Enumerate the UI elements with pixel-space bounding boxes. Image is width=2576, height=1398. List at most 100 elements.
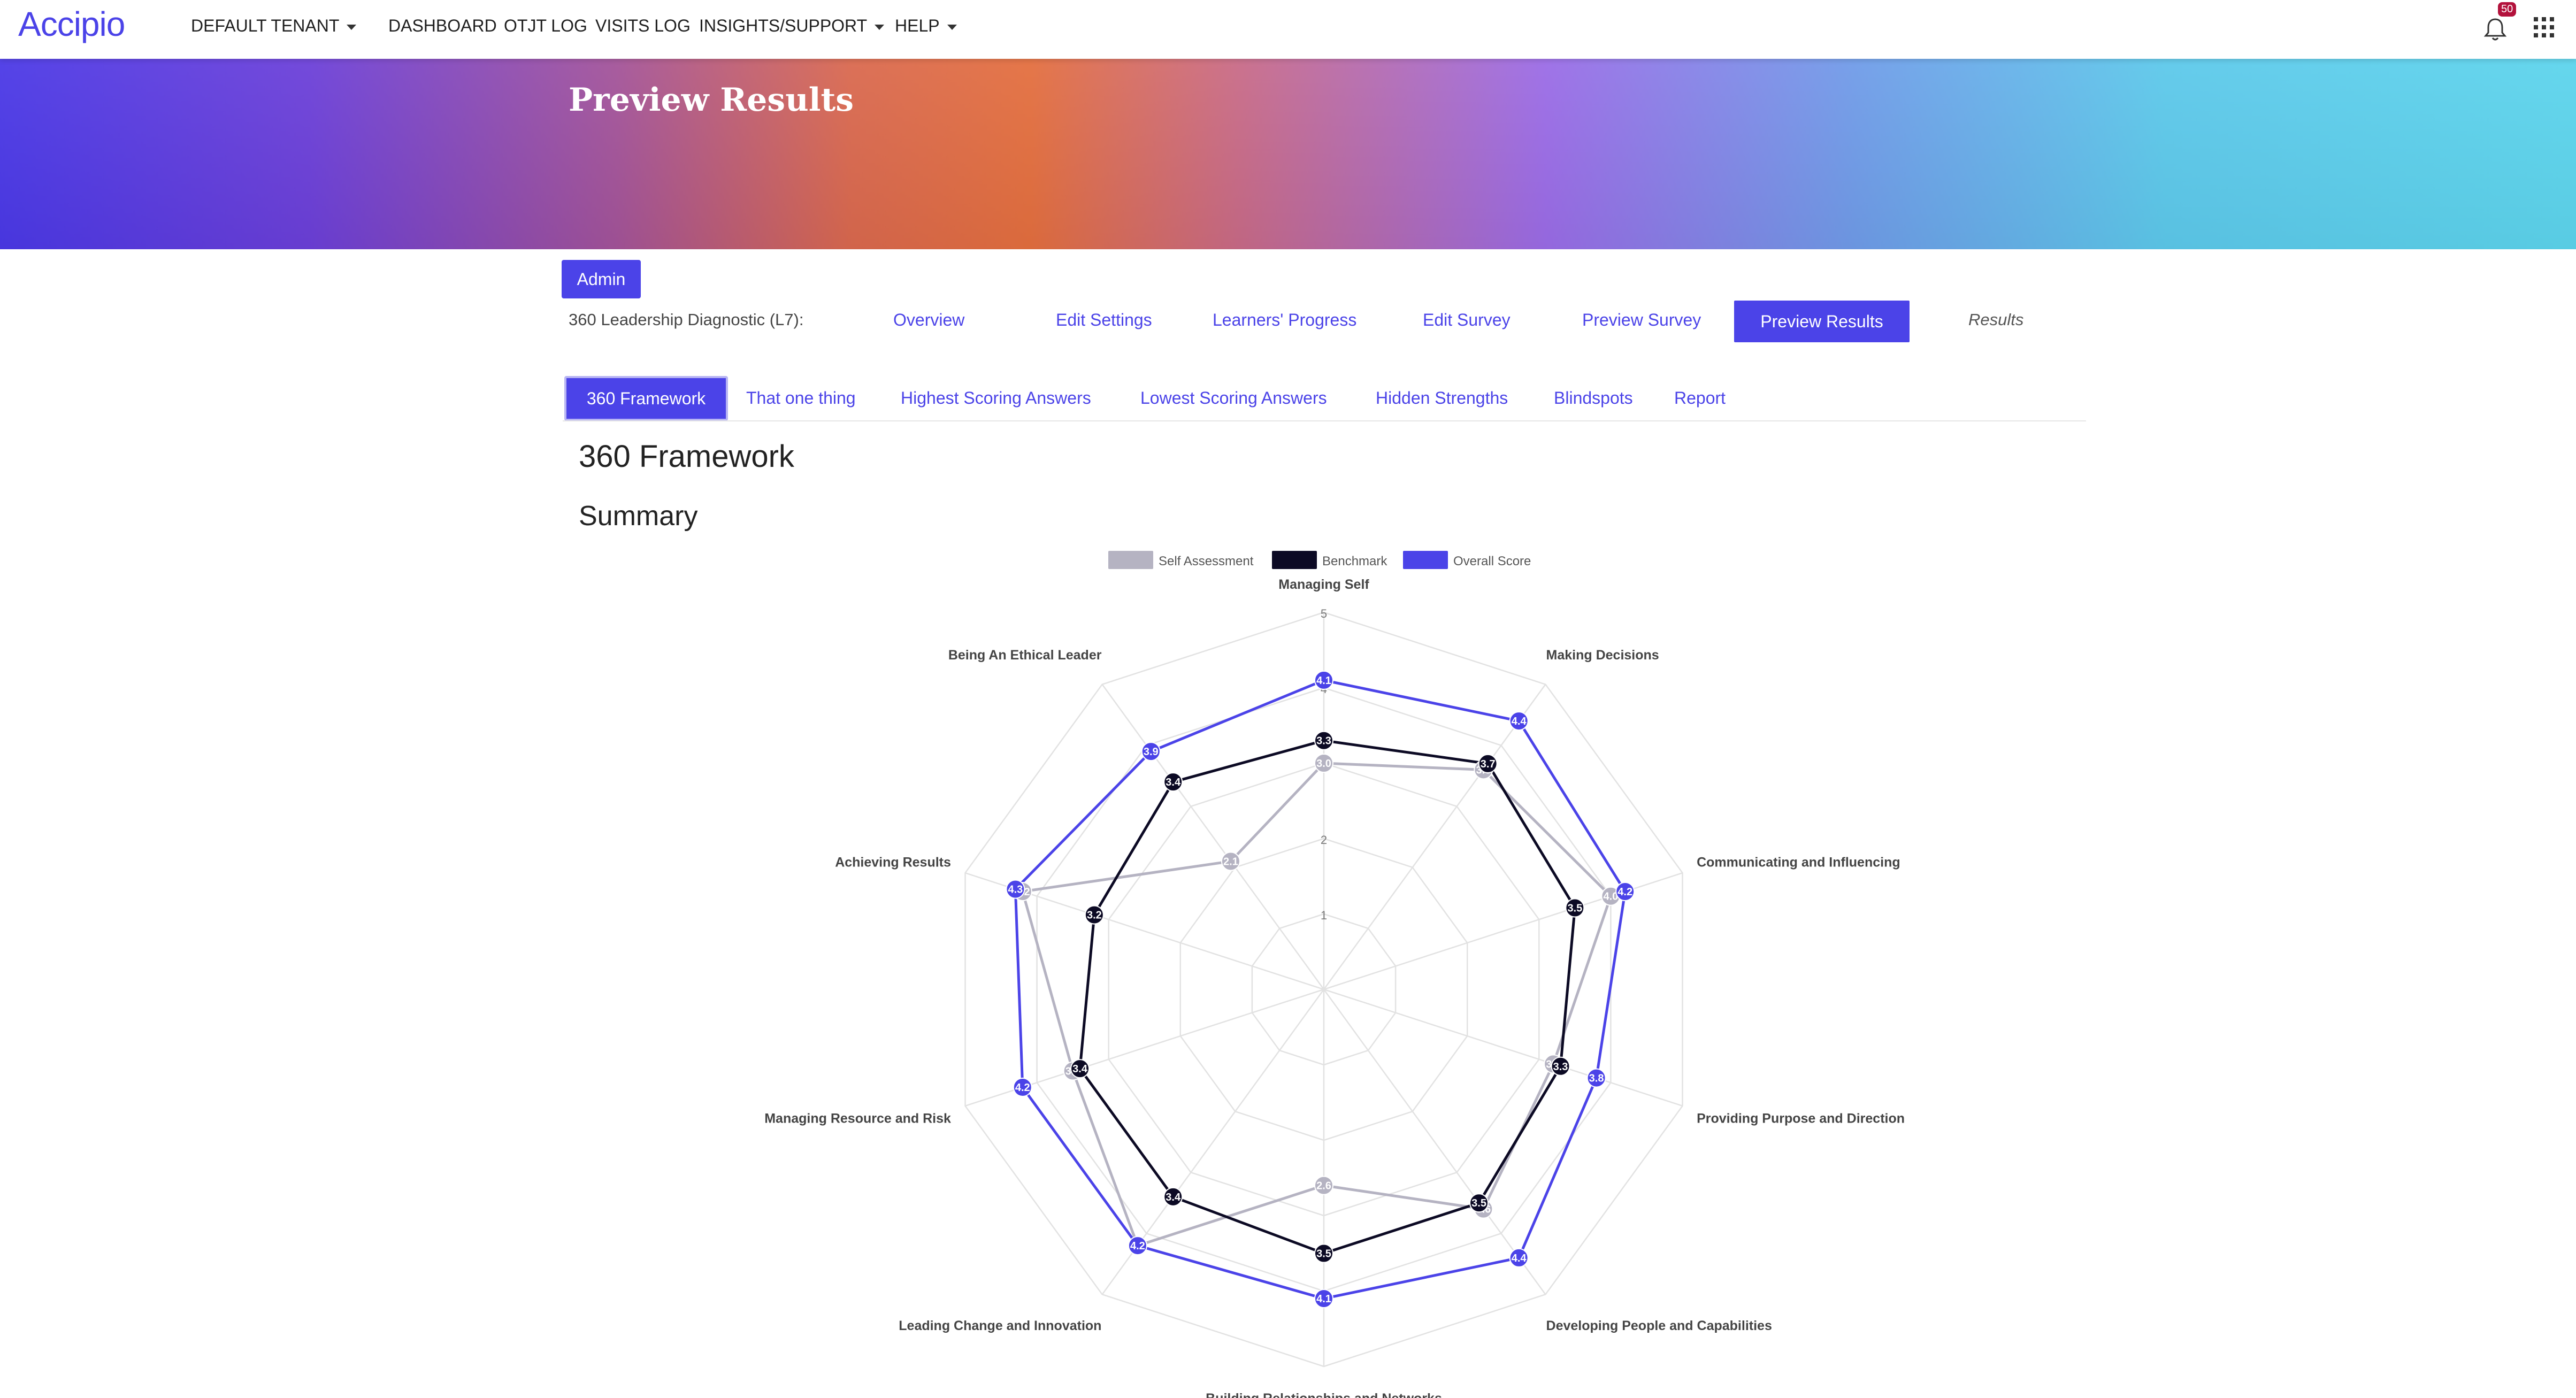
tab-overview[interactable]: Overview	[893, 310, 965, 329]
subtab-report[interactable]: Report	[1674, 388, 1726, 408]
data-point	[1128, 1236, 1147, 1256]
legend-label: Self Assessment	[1159, 554, 1254, 569]
data-point	[1163, 772, 1183, 792]
admin-button[interactable]: Admin	[562, 260, 641, 298]
subtab-lowest-scoring[interactable]: Lowest Scoring Answers	[1140, 388, 1327, 408]
subtab-highest-scoring[interactable]: Highest Scoring Answers	[901, 388, 1091, 408]
nav-insights-support[interactable]: INSIGHTS/SUPPORT	[699, 16, 885, 36]
data-label: 3.5	[1567, 903, 1582, 915]
series-line	[1078, 739, 1576, 1255]
subtab-360-framework[interactable]: 360 Framework	[564, 376, 728, 421]
tenant-label: DEFAULT TENANT	[191, 16, 340, 35]
legend-label: Benchmark	[1322, 554, 1387, 569]
data-point	[1314, 1176, 1333, 1195]
data-point	[1084, 905, 1104, 925]
axis-label: Being An Ethical Leader	[948, 648, 1102, 663]
data-label: 4.4	[1512, 716, 1527, 727]
data-label: 2.6	[1316, 1180, 1331, 1192]
data-point	[1006, 879, 1025, 899]
data-label: 3.3	[1316, 735, 1331, 747]
data-label: 3.5	[1316, 1248, 1331, 1260]
results-label: Results	[1968, 310, 2024, 329]
legend-label: Overall Score	[1453, 554, 1531, 569]
axis-label: Managing Self	[1278, 577, 1369, 592]
axis-label: Achieving Results	[835, 855, 951, 870]
grid-spoke	[1323, 988, 1683, 1107]
grid-spoke	[1101, 683, 1325, 990]
tab-learners-progress[interactable]: Learners' Progress	[1213, 310, 1357, 329]
grid-spoke	[1323, 989, 1546, 1295]
data-label: 4.1	[1316, 1293, 1331, 1305]
data-point	[1551, 1056, 1570, 1076]
section-title: 360 Framework	[579, 439, 794, 474]
summary-heading: Summary	[579, 501, 698, 532]
grid-spoke	[1323, 683, 1546, 990]
survey-name-label: 360 Leadership Diagnostic (L7):	[569, 310, 804, 329]
data-point	[1314, 1289, 1333, 1309]
data-point	[1163, 1187, 1183, 1207]
data-label: 4.1	[1316, 675, 1331, 687]
nav-visits-log[interactable]: VISITS LOG	[595, 16, 691, 35]
data-label: 3.8	[1589, 1073, 1604, 1085]
data-point	[1070, 1059, 1090, 1079]
data-label: 4.4	[1512, 1253, 1527, 1264]
data-label: 3.7	[1481, 758, 1496, 770]
data-label: 3.4	[1072, 1063, 1088, 1075]
data-label: 3.2	[1087, 910, 1102, 921]
axis-label: Leading Change and Innovation	[899, 1318, 1101, 1333]
data-point	[1586, 1068, 1606, 1088]
axis-label: Making Decisions	[1546, 648, 1659, 663]
subtab-blindspots[interactable]: Blindspots	[1554, 388, 1633, 408]
nav-help[interactable]: HELP	[895, 16, 957, 36]
axis-label: Providing Purpose and Direction	[1697, 1111, 1905, 1126]
data-point	[1509, 1248, 1529, 1268]
axis-label: Building Relationships and Networks	[1206, 1391, 1442, 1398]
chevron-down-icon	[347, 24, 357, 30]
axis-label: Developing People and Capabilities	[1546, 1318, 1772, 1333]
data-point	[1314, 731, 1333, 750]
data-label: 3.5	[1471, 1197, 1486, 1209]
tab-edit-survey[interactable]: Edit Survey	[1423, 310, 1511, 329]
data-point	[1314, 754, 1333, 773]
tenant-dropdown[interactable]: DEFAULT TENANT	[191, 16, 357, 36]
subtab-hidden-strengths[interactable]: Hidden Strengths	[1376, 388, 1508, 408]
nav-dashboard[interactable]: DASHBOARD	[388, 16, 497, 35]
bell-icon[interactable]	[2482, 16, 2509, 43]
notification-badge: 50	[2498, 2, 2517, 17]
data-label: 3.9	[1144, 746, 1159, 758]
axis-label: Communicating and Influencing	[1697, 855, 1900, 870]
data-point	[1013, 1077, 1032, 1097]
tick-label: 1	[1321, 909, 1327, 922]
accipio-logo[interactable]: Accipio	[18, 5, 125, 43]
data-label: 3.3	[1553, 1061, 1568, 1073]
series-line	[1021, 762, 1613, 1248]
data-label: 4.0	[1603, 891, 1618, 903]
chevron-down-icon	[875, 24, 885, 30]
data-label: 3.0	[1316, 758, 1331, 770]
tab-divider	[563, 420, 2086, 421]
data-point	[1509, 711, 1529, 731]
data-label: 2.1	[1223, 856, 1238, 867]
data-point	[1565, 898, 1585, 918]
axis-label: Managing Resource and Risk	[764, 1111, 951, 1126]
legend-swatch	[1403, 551, 1448, 569]
grid-icon[interactable]	[2533, 16, 2555, 39]
data-label: 4.2	[1617, 886, 1632, 898]
data-label: 4.3	[1008, 884, 1023, 896]
nav-insights-label: INSIGHTS/SUPPORT	[699, 16, 868, 35]
data-point	[1314, 670, 1333, 690]
tick-label: 5	[1321, 607, 1327, 620]
data-point	[1221, 851, 1240, 871]
legend-swatch	[1272, 551, 1317, 569]
tab-edit-settings[interactable]: Edit Settings	[1056, 310, 1152, 329]
subtab-that-one-thing[interactable]: That one thing	[746, 388, 856, 408]
data-point	[1141, 742, 1161, 762]
data-label: 4.2	[1015, 1082, 1030, 1094]
data-point	[1478, 754, 1498, 773]
nav-otjt-log[interactable]: OTJT LOG	[504, 16, 587, 35]
data-point	[1314, 1243, 1333, 1263]
chevron-down-icon	[947, 24, 957, 30]
tab-preview-results[interactable]: Preview Results	[1734, 301, 1910, 342]
data-point	[1469, 1193, 1489, 1213]
tab-preview-survey[interactable]: Preview Survey	[1582, 310, 1701, 329]
